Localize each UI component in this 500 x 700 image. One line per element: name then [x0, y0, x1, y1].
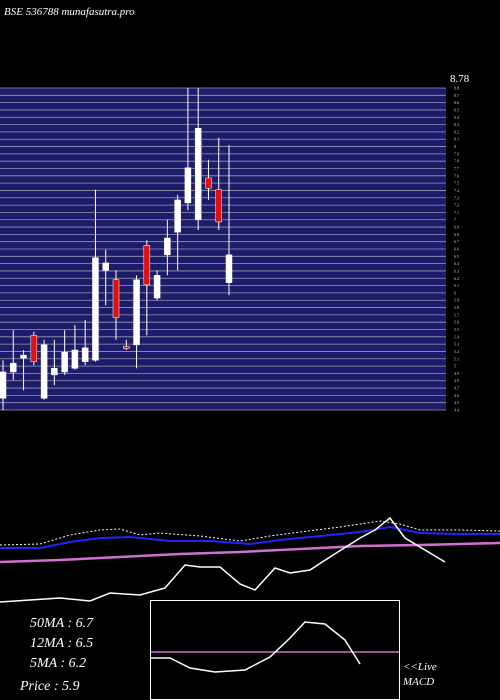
y-tick-label: 6.9	[454, 225, 459, 230]
y-tick-label: 4.4	[454, 408, 459, 413]
y-tick-label: 8.6	[454, 100, 459, 105]
candle-body	[164, 237, 171, 256]
y-tick-label: 7.9	[454, 151, 459, 156]
candle-body	[40, 344, 48, 399]
y-tick-label: 4.7	[454, 386, 459, 391]
y-tick-label: 7.4	[454, 188, 459, 193]
y-tick-label: 5.3	[454, 342, 459, 347]
candle-body	[153, 275, 161, 299]
candle-body	[0, 371, 7, 399]
y-tick-label: 5.6	[454, 320, 459, 325]
macd-line	[151, 621, 361, 673]
macd-label: MACD	[402, 676, 434, 688]
y-tick-label: 7.6	[454, 173, 459, 178]
candle-body	[71, 349, 79, 369]
y-tick-label: 5.7	[454, 312, 459, 317]
y-tick-label: 6.7	[454, 239, 459, 244]
candle-body	[143, 245, 151, 286]
price-line	[0, 516, 446, 603]
y-tick-label: 8.8	[454, 86, 459, 91]
y-tick-label: 5.8	[454, 305, 459, 310]
candle-body	[81, 347, 89, 362]
y-tick-label: 5	[454, 364, 456, 369]
y-tick-label: 4.5	[454, 400, 459, 405]
candle-body	[30, 335, 38, 362]
y-tick-label: 7.7	[454, 166, 459, 171]
candle-body	[51, 368, 58, 376]
y-tick-label: 6	[454, 290, 456, 295]
y-tick-label: 6.1	[454, 283, 459, 288]
y-tick-label: 6.4	[454, 261, 459, 266]
candle-body	[225, 254, 233, 283]
ma-line	[0, 525, 500, 549]
y-tick-label: 5.9	[454, 298, 459, 303]
candle-body	[123, 346, 130, 349]
y-tick-label: 7.8	[454, 159, 459, 164]
stat-label: 12MA : 6.5	[30, 636, 93, 651]
candle-body	[10, 362, 17, 373]
y-tick-label: 6.5	[454, 254, 459, 259]
y-tick-label: 7.1	[454, 210, 459, 215]
price-label: 8.78	[450, 73, 470, 85]
candle-body	[174, 199, 181, 233]
indicator-panel	[0, 516, 500, 700]
y-tick-label: 5.4	[454, 334, 459, 339]
candle-body	[184, 167, 192, 204]
y-tick-label: 5.2	[454, 349, 459, 354]
candle-body	[92, 257, 99, 361]
candle-body	[61, 351, 68, 373]
stat-label: 50MA : 6.7	[30, 616, 94, 631]
y-tick-label: 8.3	[454, 122, 459, 127]
live-label: <<Live	[403, 661, 437, 673]
y-tick-label: 7.5	[454, 181, 459, 186]
y-tick-label: 7.3	[454, 195, 459, 200]
y-tick-label: 8.2	[454, 129, 459, 134]
y-tick-label: 8.7	[454, 93, 459, 98]
chart-title: BSE 536788 munafasutra.pro	[4, 6, 135, 18]
y-tick-label: 6.2	[454, 276, 459, 281]
y-tick-label: 8.5	[454, 107, 459, 112]
candle-body	[112, 279, 120, 319]
candle-body	[102, 262, 109, 271]
y-tick-label: 7.2	[454, 203, 459, 208]
candle-body	[20, 354, 27, 359]
candle-body	[215, 189, 222, 223]
y-tick-label: 8	[454, 144, 456, 149]
stat-label: Price : 5.9	[19, 679, 79, 694]
y-tick-label: 4.9	[454, 371, 459, 376]
y-tick-label: 6.6	[454, 247, 459, 252]
y-tick-label: 5.1	[454, 356, 459, 361]
y-tick-label: 5.5	[454, 327, 459, 332]
candle-body	[133, 279, 140, 346]
y-tick-label: 4.8	[454, 378, 459, 383]
y-tick-label: 7	[454, 217, 456, 222]
macd-box	[150, 600, 400, 700]
y-tick-label: 8.4	[454, 115, 459, 120]
y-tick-label: 4.6	[454, 393, 459, 398]
candle-body	[194, 128, 202, 220]
stat-label: 5MA : 6.2	[30, 656, 86, 671]
ma-line	[0, 541, 500, 564]
y-tick-label: 6.3	[454, 268, 459, 273]
y-tick-label: 8.1	[454, 137, 459, 142]
y-tick-label: 6.8	[454, 232, 459, 237]
candle-body	[205, 177, 212, 189]
